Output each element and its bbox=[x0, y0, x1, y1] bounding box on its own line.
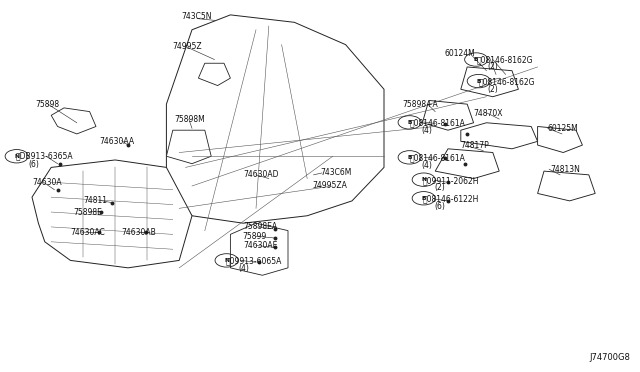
Text: 74630A: 74630A bbox=[32, 178, 61, 187]
Polygon shape bbox=[461, 67, 518, 97]
Text: (6): (6) bbox=[434, 202, 445, 211]
Text: 743C5N: 743C5N bbox=[181, 12, 212, 21]
Text: 74817P: 74817P bbox=[461, 141, 490, 150]
Text: B: B bbox=[408, 120, 412, 125]
Text: 74813N: 74813N bbox=[550, 165, 580, 174]
Text: J74700G8: J74700G8 bbox=[589, 353, 630, 362]
Text: 74995ZA: 74995ZA bbox=[312, 182, 347, 190]
Text: Ⓝ09913-6065A: Ⓝ09913-6065A bbox=[225, 256, 282, 265]
Text: (2): (2) bbox=[488, 62, 499, 71]
Text: 74630AD: 74630AD bbox=[243, 170, 278, 179]
Polygon shape bbox=[461, 123, 538, 149]
Text: ⒲08146-6122H: ⒲08146-6122H bbox=[422, 195, 479, 203]
Polygon shape bbox=[230, 223, 288, 275]
Text: B: B bbox=[422, 196, 426, 201]
Text: B: B bbox=[408, 155, 412, 160]
Polygon shape bbox=[435, 149, 499, 179]
Text: 74630AA: 74630AA bbox=[99, 137, 134, 146]
Text: 60125M: 60125M bbox=[547, 124, 578, 133]
Text: 75898M: 75898M bbox=[174, 115, 205, 124]
Polygon shape bbox=[422, 100, 474, 130]
Text: (4): (4) bbox=[238, 264, 249, 273]
Polygon shape bbox=[166, 130, 211, 164]
Polygon shape bbox=[51, 108, 96, 134]
Text: ⒲08146-8161A: ⒲08146-8161A bbox=[410, 118, 465, 127]
Text: 74630AE: 74630AE bbox=[243, 241, 278, 250]
Text: ⒲08146-8162G: ⒲08146-8162G bbox=[477, 55, 533, 64]
Text: 75898+A: 75898+A bbox=[402, 100, 438, 109]
Text: (6): (6) bbox=[28, 160, 39, 169]
Text: B: B bbox=[477, 78, 481, 84]
Text: Ⓝ09911-2062H: Ⓝ09911-2062H bbox=[422, 176, 479, 185]
Text: 75898: 75898 bbox=[35, 100, 60, 109]
Text: 74811: 74811 bbox=[83, 196, 108, 205]
Text: (2): (2) bbox=[488, 85, 499, 94]
Polygon shape bbox=[166, 15, 384, 223]
Text: 74870X: 74870X bbox=[474, 109, 503, 118]
Text: 75898EA: 75898EA bbox=[243, 222, 277, 231]
Text: ⓃDB913-6365A: ⓃDB913-6365A bbox=[15, 152, 73, 161]
Text: N: N bbox=[421, 177, 426, 182]
Text: (4): (4) bbox=[421, 126, 432, 135]
Text: 75898E: 75898E bbox=[74, 208, 102, 217]
Text: (4): (4) bbox=[421, 161, 432, 170]
Text: 743C6M: 743C6M bbox=[320, 169, 351, 177]
Text: N: N bbox=[224, 258, 229, 263]
Text: 74630AB: 74630AB bbox=[122, 228, 156, 237]
Text: 74995Z: 74995Z bbox=[173, 42, 202, 51]
Text: N: N bbox=[14, 154, 19, 159]
Text: (2): (2) bbox=[434, 183, 445, 192]
Text: B: B bbox=[474, 57, 478, 62]
Text: ⒲08146-8161A: ⒲08146-8161A bbox=[410, 154, 465, 163]
Text: 75899: 75899 bbox=[242, 232, 266, 241]
Polygon shape bbox=[538, 171, 595, 201]
Text: ⒲08146-8162G: ⒲08146-8162G bbox=[479, 77, 535, 86]
Polygon shape bbox=[32, 160, 192, 268]
Text: 60124M: 60124M bbox=[445, 49, 476, 58]
Text: 74630AC: 74630AC bbox=[70, 228, 105, 237]
Polygon shape bbox=[538, 126, 582, 153]
Polygon shape bbox=[198, 63, 230, 86]
